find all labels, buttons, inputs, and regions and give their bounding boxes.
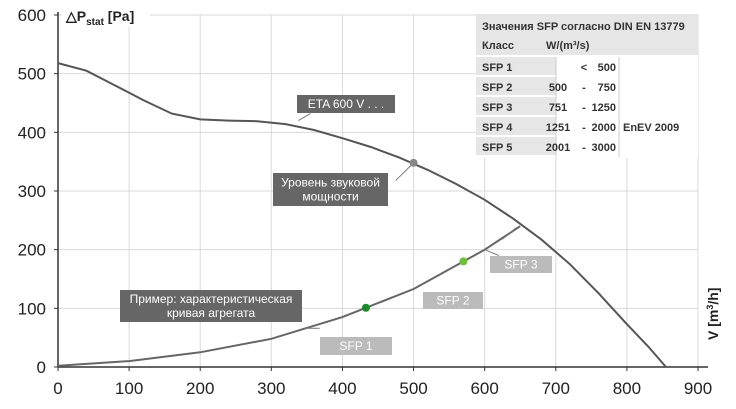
table-cell: - bbox=[582, 102, 586, 114]
label-text: SFP 1 bbox=[339, 339, 372, 353]
x-tick-label: 700 bbox=[542, 379, 570, 398]
table-cell: 751 bbox=[549, 102, 567, 114]
label-box bbox=[320, 337, 392, 355]
label-text: SFP 3 bbox=[504, 258, 537, 272]
table-class-cell-bg bbox=[476, 117, 556, 135]
x-tick-label: 300 bbox=[257, 379, 285, 398]
table-cell: SFP 4 bbox=[482, 122, 513, 134]
y-tick-label: 300 bbox=[18, 182, 46, 201]
table-cell: 3000 bbox=[592, 142, 616, 154]
table-cell: 1251 bbox=[546, 122, 570, 134]
table-class-cell-bg bbox=[476, 57, 556, 75]
y-axis-title-bg bbox=[62, 5, 150, 27]
label-text: Уровень звуковой мощности bbox=[281, 176, 380, 204]
x-tick-label: 0 bbox=[53, 379, 62, 398]
table-cell: - bbox=[582, 142, 586, 154]
table-class-cell-bg bbox=[476, 97, 556, 115]
x-tick-label: 100 bbox=[115, 379, 143, 398]
label-box bbox=[297, 95, 395, 113]
table-cell: SFP 2 bbox=[482, 82, 512, 94]
annotations: ETA 600 V . . . Уровень звуковой мощности П… bbox=[120, 95, 552, 355]
label-text: ETA 600 V . . . bbox=[308, 97, 384, 111]
x-tick-label: 800 bbox=[613, 379, 641, 398]
table-title: Значения SFP согласно DIN EN 13779 bbox=[482, 21, 685, 33]
x-axis-title: V [m3/h] bbox=[705, 288, 721, 340]
table-class-cell-bg bbox=[476, 137, 556, 155]
table-cell: SFP 5 bbox=[482, 142, 512, 154]
axes: 0 100 200 300 400 500 600 700 800 900 0 100 200 300 40… bbox=[18, 5, 724, 398]
table-cell: 1250 bbox=[592, 102, 616, 114]
table-header-unit: W/(m³/s) bbox=[546, 40, 590, 52]
table-cell: SFP 3 bbox=[482, 102, 512, 114]
leader-line bbox=[502, 226, 517, 240]
table-header-class: Класс bbox=[482, 40, 514, 52]
table-cell: 2001 bbox=[546, 142, 570, 154]
table-cell: 2000 bbox=[592, 122, 616, 134]
markers bbox=[361, 158, 468, 312]
data-marker bbox=[409, 158, 418, 167]
leader-line bbox=[395, 162, 414, 181]
table-header-bg bbox=[476, 14, 698, 55]
label-box bbox=[120, 290, 302, 322]
y-tick-label: 400 bbox=[18, 123, 46, 142]
table-cell: 500 bbox=[598, 62, 616, 74]
leader-line bbox=[484, 249, 500, 256]
sfp-table: Значения SFP согласно DIN EN 13779 Класс W… bbox=[476, 14, 698, 158]
y-tick-label: 0 bbox=[37, 358, 46, 377]
table-cell: 500 bbox=[549, 82, 567, 94]
y-tick-label: 200 bbox=[18, 241, 46, 260]
leader-line bbox=[298, 113, 311, 122]
series-line-1 bbox=[57, 62, 667, 368]
x-tick-label: 200 bbox=[186, 379, 214, 398]
table-cell: 750 bbox=[598, 82, 616, 94]
label-text: SFP 2 bbox=[436, 294, 469, 308]
x-tick-label: 600 bbox=[470, 379, 498, 398]
table-cell: SFP 1 bbox=[482, 62, 512, 74]
data-marker bbox=[459, 257, 468, 266]
table-cell: - bbox=[582, 82, 586, 94]
label-box bbox=[273, 173, 388, 206]
table-class-cell-bg bbox=[476, 77, 556, 95]
label-text: Пример: характеристическая кривая агрегат… bbox=[130, 292, 293, 320]
label-box bbox=[423, 292, 483, 309]
table-cell: < bbox=[581, 62, 587, 74]
x-tick-label: 500 bbox=[399, 379, 427, 398]
label-box bbox=[490, 256, 552, 273]
series bbox=[57, 62, 667, 368]
y-tick-label: 600 bbox=[18, 6, 46, 25]
y-tick-label: 100 bbox=[18, 299, 46, 318]
y-axis-title: △Pstat [Pa] bbox=[65, 8, 134, 28]
data-marker bbox=[361, 303, 370, 312]
table-cell: - bbox=[582, 122, 586, 134]
x-axis-title-bg bbox=[700, 270, 724, 344]
x-tick-label: 900 bbox=[684, 379, 712, 398]
table-cell: EnEV 2009 bbox=[623, 122, 679, 134]
y-tick-label: 500 bbox=[18, 65, 46, 84]
x-tick-label: 400 bbox=[328, 379, 356, 398]
